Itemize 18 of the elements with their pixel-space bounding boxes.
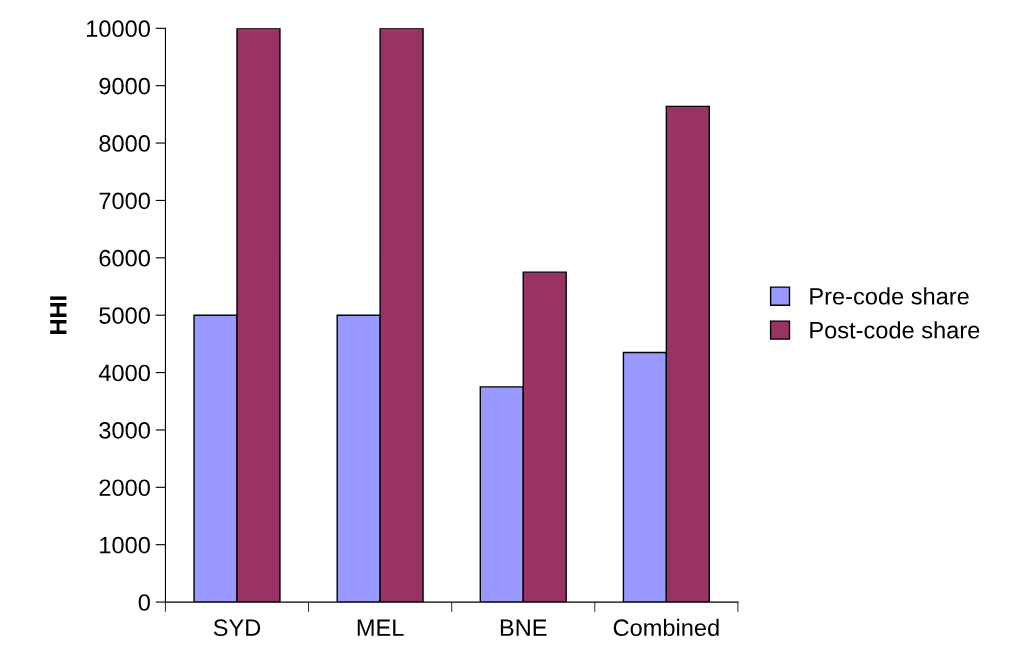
- y-tick-label: 5000: [99, 307, 150, 324]
- x-tick-label: BNE: [500, 619, 547, 636]
- y-tick-label: 3000: [99, 422, 150, 439]
- legend-label: Pre-code share: [810, 287, 969, 305]
- y-tick-label: 9000: [99, 77, 150, 95]
- y-tick-label: 6000: [99, 249, 150, 267]
- y-tick-label: 10000: [87, 20, 150, 38]
- y-tick-label: 1000: [100, 536, 150, 554]
- y-tick-label: 8000: [99, 135, 150, 152]
- y-tick-label: 2000: [99, 479, 150, 497]
- y-tick-label: 4000: [98, 364, 150, 382]
- y-axis-title: HHI: [50, 296, 67, 334]
- y-tick-label: 7000: [99, 192, 150, 210]
- x-tick-label: SYD: [213, 619, 261, 637]
- legend-label: Post-code share: [810, 321, 980, 339]
- y-tick-label: 0: [138, 594, 150, 611]
- x-tick-label: MEL: [357, 619, 404, 636]
- x-tick-label: Combined: [613, 618, 719, 637]
